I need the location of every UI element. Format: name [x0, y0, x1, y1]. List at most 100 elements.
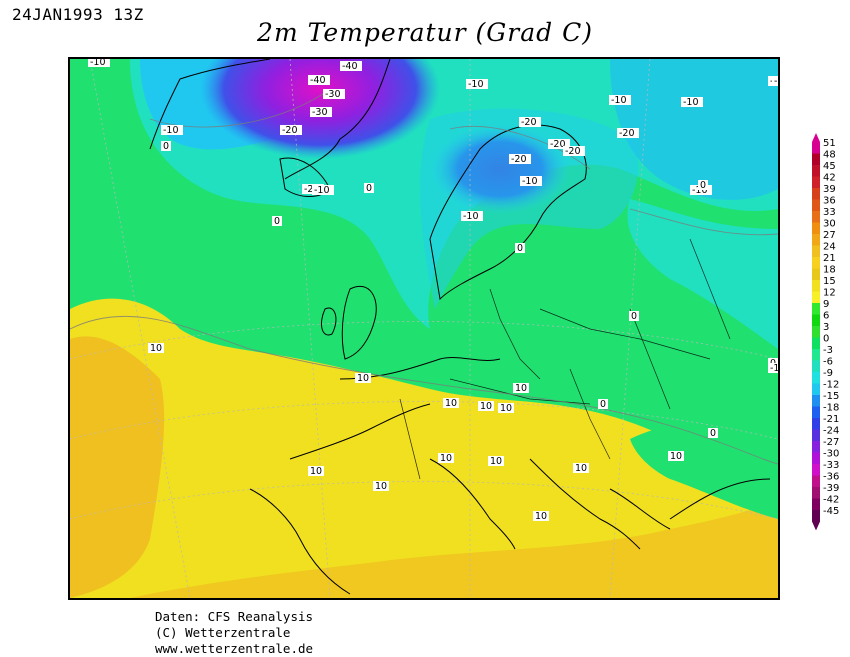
isotherm-label: -40 — [342, 61, 358, 72]
isotherm-label-bg — [768, 363, 778, 373]
isotherm-label-bg — [698, 180, 708, 190]
legend-swatch — [812, 487, 820, 499]
isotherm-label: -10 — [692, 185, 708, 196]
isotherm-label-bg — [312, 185, 334, 195]
legend-label: -15 — [823, 391, 839, 402]
isotherm-label: -10 — [774, 76, 778, 87]
isotherm-label-bg — [573, 463, 589, 473]
legend-swatch — [812, 498, 820, 510]
legend-label: 51 — [823, 138, 836, 149]
legend-label: 9 — [823, 299, 829, 310]
isotherm-label: -10 — [770, 363, 778, 374]
isotherm-label: -10 — [611, 95, 627, 106]
green-zone-balkans — [630, 409, 778, 519]
cold-zone-east — [627, 199, 778, 349]
legend-label: 36 — [823, 196, 836, 207]
legend-label: 48 — [823, 150, 836, 161]
isotherm-labels: -10-40-40-30-30-20-10-10-10-10-10-20-20-… — [88, 59, 778, 522]
isotherm-label-bg — [629, 311, 639, 321]
legend-label: -24 — [823, 426, 839, 437]
legend-label: -30 — [823, 449, 839, 460]
isotherm-label-bg — [498, 403, 514, 413]
isotherm-label: -10 — [314, 185, 330, 196]
isotherm-label: -20 — [565, 146, 581, 157]
isotherm-label-bg — [443, 398, 459, 408]
isotherm-label: -10 — [468, 79, 484, 90]
legend-label: -9 — [823, 368, 833, 379]
legend-label: 0 — [823, 334, 829, 345]
credit-copyright: (C) Wetterzentrale — [155, 625, 291, 640]
isotherm-label-bg — [308, 75, 330, 85]
legend-label: -33 — [823, 460, 839, 471]
isotherm-label: 10 — [375, 481, 387, 492]
isotherm-label: -10 — [522, 176, 538, 187]
isotherm-label-bg — [310, 107, 332, 117]
isotherm-label-bg — [772, 76, 778, 86]
isotherm-label: 10 — [575, 463, 587, 474]
legend-swatch — [812, 165, 820, 177]
legend-label: 6 — [823, 311, 829, 322]
legend-label: -36 — [823, 472, 839, 483]
color-legend: 51 48 45 42 39 36 33 30 27 24 21 18 15 12 9 6 3 0 -3 -6 -9 -1… — [808, 130, 850, 531]
legend-swatch — [812, 268, 820, 280]
legend-label: 42 — [823, 173, 836, 184]
legend-swatch — [812, 510, 820, 522]
legend-swatch — [812, 291, 820, 303]
isotherm-label: 10 — [490, 456, 502, 467]
isotherm-label: 0 — [274, 216, 280, 227]
isotherm-label-bg — [509, 154, 531, 164]
isotherm-label-bg — [272, 216, 282, 226]
isotherm-label-bg — [161, 125, 183, 135]
legend-swatch — [812, 142, 820, 154]
isotherm-label-bg — [373, 481, 389, 491]
isotherm-label: 10 — [150, 343, 162, 354]
isotherm-label-bg — [533, 511, 549, 521]
legend-swatch — [812, 395, 820, 407]
legend-label: 18 — [823, 265, 836, 276]
legend-label: -39 — [823, 483, 839, 494]
isotherm-contours — [70, 88, 778, 465]
legend-swatch — [812, 372, 820, 384]
isotherm-label-bg — [323, 89, 345, 99]
legend-swatch — [812, 326, 820, 338]
legend-swatch — [812, 418, 820, 430]
date-time-stamp: 24JAN1993 13Z — [12, 5, 144, 24]
legend-swatch — [812, 349, 820, 361]
legend-label: -3 — [823, 345, 833, 356]
isotherm-label-bg — [681, 97, 703, 107]
isotherm-label-bg — [466, 79, 488, 89]
isotherm-label: 10 — [670, 451, 682, 462]
isotherm-label: 0 — [517, 243, 523, 254]
isotherm-label-bg — [340, 61, 362, 71]
isotherm-label-bg — [515, 243, 525, 253]
isotherm-label-bg — [364, 183, 374, 193]
legend-swatch — [812, 211, 820, 223]
isotherm-label: -20 — [521, 117, 537, 128]
credit-website: www.wetterzentrale.de — [155, 641, 314, 656]
legend-label: -45 — [823, 506, 839, 517]
isotherm-label: 10 — [535, 511, 547, 522]
legend-swatch — [812, 314, 820, 326]
isotherm-label: -20 — [619, 128, 635, 139]
isotherm-label: 10 — [445, 398, 457, 409]
legend-swatch — [812, 383, 820, 395]
isotherm-label: -20 — [511, 154, 527, 165]
legend-swatch — [812, 360, 820, 372]
legend-label: 12 — [823, 288, 836, 299]
temperature-map: -10-40-40-30-30-20-10-10-10-10-10-20-20-… — [68, 57, 780, 600]
isotherm-label-bg — [520, 176, 542, 186]
legend-swatch — [812, 199, 820, 211]
isotherm-label-bg — [617, 128, 639, 138]
isotherm-label: 10 — [500, 403, 512, 414]
legend-swatch — [812, 475, 820, 487]
legend-swatch — [812, 406, 820, 418]
isotherm-label: 0 — [700, 180, 706, 191]
isotherm-label-bg — [148, 343, 164, 353]
legend-label: 30 — [823, 219, 836, 230]
legend-label: 3 — [823, 322, 829, 333]
legend-swatch — [812, 464, 820, 476]
legend-label: -21 — [823, 414, 839, 425]
isotherm-label: -20 — [282, 125, 298, 136]
legend-swatch — [812, 452, 820, 464]
data-credits: Daten: CFS Reanalysis (C) Wetterzentrale… — [155, 609, 313, 657]
